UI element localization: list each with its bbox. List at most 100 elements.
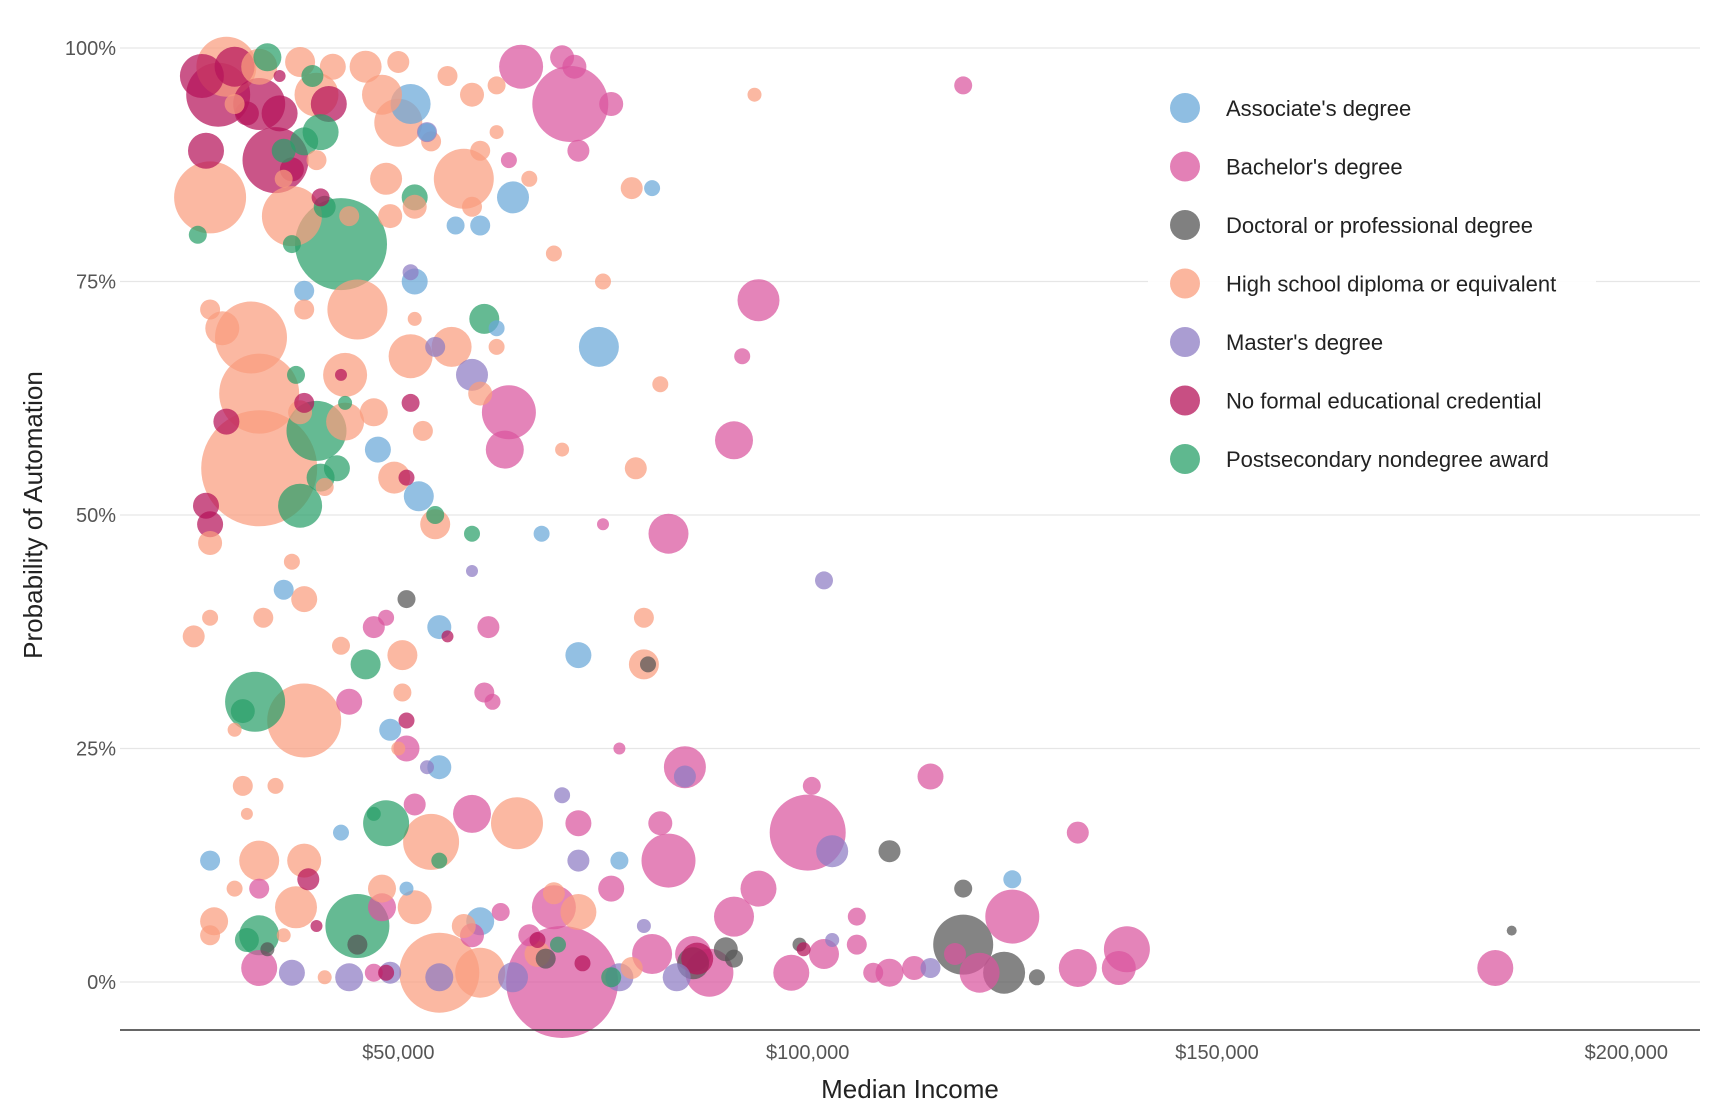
- legend-label: High school diploma or equivalent: [1226, 272, 1556, 297]
- data-point: [491, 797, 543, 850]
- data-point: [578, 326, 619, 367]
- data-point: [182, 625, 205, 648]
- y-axis-title: Probability of Automation: [18, 371, 48, 659]
- data-point: [644, 180, 661, 197]
- data-point: [418, 123, 436, 142]
- data-point: [902, 956, 927, 980]
- data-point: [306, 150, 327, 171]
- data-point: [532, 66, 609, 142]
- legend-background: [1148, 78, 1596, 488]
- data-point: [225, 671, 286, 732]
- data-point: [560, 894, 597, 930]
- data-point: [179, 54, 224, 98]
- data-point: [366, 806, 381, 821]
- data-point: [565, 642, 592, 669]
- data-point: [481, 385, 536, 440]
- x-tick-label: $200,000: [1585, 1042, 1668, 1064]
- x-axis-ticks: $50,000 $100,000 $150,000 $200,000: [362, 1042, 1668, 1064]
- data-point: [1003, 870, 1022, 889]
- data-point: [364, 436, 391, 463]
- data-point: [200, 850, 221, 871]
- data-point: [297, 868, 320, 891]
- data-point: [489, 125, 504, 140]
- data-point: [339, 206, 360, 227]
- data-point: [740, 870, 777, 907]
- data-point: [188, 225, 207, 244]
- data-point: [407, 311, 422, 326]
- data-point: [715, 421, 753, 460]
- data-point: [232, 775, 253, 796]
- data-point: [1066, 821, 1089, 844]
- data-point: [230, 699, 255, 724]
- data-point: [219, 353, 300, 434]
- y-tick-label: 75%: [76, 272, 116, 294]
- legend-swatch: [1170, 93, 1200, 123]
- data-point: [368, 874, 396, 903]
- data-point: [335, 368, 347, 381]
- data-point: [267, 777, 284, 794]
- data-point: [662, 963, 691, 992]
- legend-swatch: [1170, 385, 1200, 416]
- y-tick-label: 100%: [65, 38, 116, 60]
- data-point: [641, 833, 696, 888]
- data-point: [734, 348, 751, 365]
- data-point: [200, 925, 221, 946]
- data-point: [362, 74, 402, 115]
- data-point: [633, 607, 654, 628]
- data-point: [636, 919, 651, 933]
- x-tick-label: $100,000: [766, 1042, 849, 1064]
- data-point: [567, 139, 590, 162]
- data-point: [412, 420, 433, 441]
- data-point: [455, 947, 506, 998]
- data-point: [213, 408, 240, 435]
- data-point: [451, 914, 476, 938]
- data-point: [598, 875, 625, 902]
- data-point: [802, 776, 821, 795]
- x-tick-label: $150,000: [1175, 1042, 1258, 1064]
- data-point: [326, 402, 365, 441]
- data-point: [648, 811, 673, 836]
- data-point: [379, 718, 402, 741]
- data-point: [425, 336, 446, 357]
- data-point: [347, 934, 368, 955]
- data-point: [402, 194, 427, 219]
- data-point: [426, 506, 445, 524]
- data-point: [610, 851, 629, 870]
- data-point: [846, 934, 867, 955]
- data-point: [468, 381, 493, 406]
- data-point: [188, 132, 224, 169]
- data-point: [261, 95, 298, 132]
- data-point: [202, 609, 219, 626]
- data-point: [446, 216, 465, 235]
- data-point: [200, 299, 221, 320]
- data-point: [336, 688, 363, 715]
- legend-label: Doctoral or professional degree: [1226, 213, 1533, 238]
- data-point: [613, 742, 626, 755]
- data-point: [431, 852, 448, 869]
- data-point: [301, 65, 324, 87]
- data-point: [287, 843, 322, 878]
- data-point: [378, 204, 403, 229]
- data-point: [403, 793, 426, 816]
- data-point: [310, 86, 347, 122]
- y-tick-label: 50%: [76, 505, 116, 527]
- data-point: [290, 127, 319, 156]
- legend-label: Postsecondary nondegree award: [1226, 447, 1549, 472]
- data-point: [398, 712, 415, 729]
- data-point: [241, 950, 278, 986]
- data-point: [239, 840, 280, 881]
- data-point: [294, 392, 315, 413]
- data-point: [388, 334, 433, 379]
- data-point: [311, 188, 330, 207]
- legend-label: No formal educational credential: [1226, 389, 1542, 414]
- data-point: [453, 794, 491, 833]
- data-point: [283, 553, 300, 570]
- data-point: [574, 955, 591, 972]
- data-point: [240, 807, 253, 820]
- data-point: [878, 840, 901, 863]
- data-point: [224, 94, 245, 114]
- data-point: [648, 513, 689, 554]
- data-point: [391, 741, 406, 756]
- data-point: [403, 813, 460, 870]
